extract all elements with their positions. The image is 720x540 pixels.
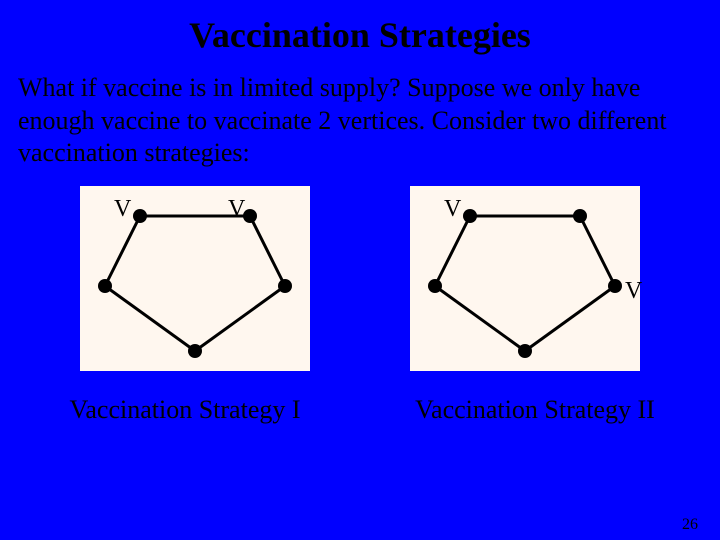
v-label: V	[625, 278, 642, 305]
strategy-1-graph: VV	[80, 186, 310, 371]
strategy-2-caption: Vaccination Strategy II	[360, 395, 710, 425]
strategy-1-caption: Vaccination Strategy I	[10, 395, 360, 425]
v-label: V	[114, 196, 131, 223]
body-text: What if vaccine is in limited supply? Su…	[0, 72, 720, 170]
page-title: Vaccination Strategies	[0, 0, 720, 72]
v-label: V	[228, 196, 245, 223]
graph-row: VV VV	[0, 186, 720, 371]
page-number: 26	[682, 516, 698, 534]
v-label: V	[444, 196, 461, 223]
caption-row: Vaccination Strategy I Vaccination Strat…	[0, 395, 720, 425]
strategy-2-graph: VV	[410, 186, 640, 371]
